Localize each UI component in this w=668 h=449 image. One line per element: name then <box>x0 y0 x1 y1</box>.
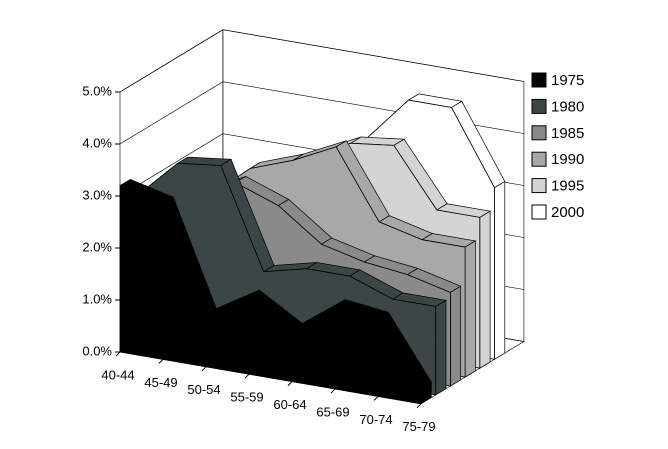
x-tick-label: 65-69 <box>316 404 349 419</box>
x-tick-label: 75-79 <box>402 419 435 434</box>
legend-label: 1985 <box>551 125 584 142</box>
y-tick-label: 5.0% <box>82 83 112 98</box>
y-tick-label: 3.0% <box>82 187 112 202</box>
legend-swatch <box>531 125 547 141</box>
x-tick <box>244 373 250 379</box>
area <box>119 185 422 405</box>
ribbon-end <box>494 180 506 360</box>
legend-label: 1990 <box>551 151 584 168</box>
legend-swatch <box>531 204 547 220</box>
x-tick <box>416 403 422 409</box>
x-tick <box>201 366 207 372</box>
y-tick-label: 1.0% <box>82 291 112 306</box>
legend-label: 1995 <box>551 178 584 195</box>
ribbon-end <box>435 299 447 396</box>
legend-label: 1975 <box>551 72 584 89</box>
grid-line <box>119 29 524 93</box>
legend-swatch <box>531 72 547 88</box>
x-tick-label: 40-44 <box>101 367 134 382</box>
x-tick <box>330 388 336 394</box>
legend-label: 2000 <box>551 204 584 221</box>
x-tick <box>287 381 293 386</box>
x-tick-label: 45-49 <box>144 375 177 390</box>
x-tick-label: 55-59 <box>230 390 263 405</box>
legend-swatch <box>531 98 547 114</box>
x-tick-label: 50-54 <box>187 382 220 397</box>
legend-label: 1980 <box>551 98 584 115</box>
y-tick-label: 0.0% <box>82 343 112 358</box>
x-tick <box>158 359 164 364</box>
legend-swatch <box>531 151 547 167</box>
y-tick-label: 4.0% <box>82 135 112 150</box>
x-tick-label: 60-64 <box>273 397 306 412</box>
x-tick <box>115 351 121 357</box>
y-tick-label: 2.0% <box>82 239 112 254</box>
ribbon-end <box>464 240 476 378</box>
ribbon-end <box>479 210 491 369</box>
ribbon-end <box>450 285 462 387</box>
legend-swatch <box>531 178 547 194</box>
x-tick-label: 70-74 <box>359 412 392 427</box>
x-tick <box>373 396 379 401</box>
